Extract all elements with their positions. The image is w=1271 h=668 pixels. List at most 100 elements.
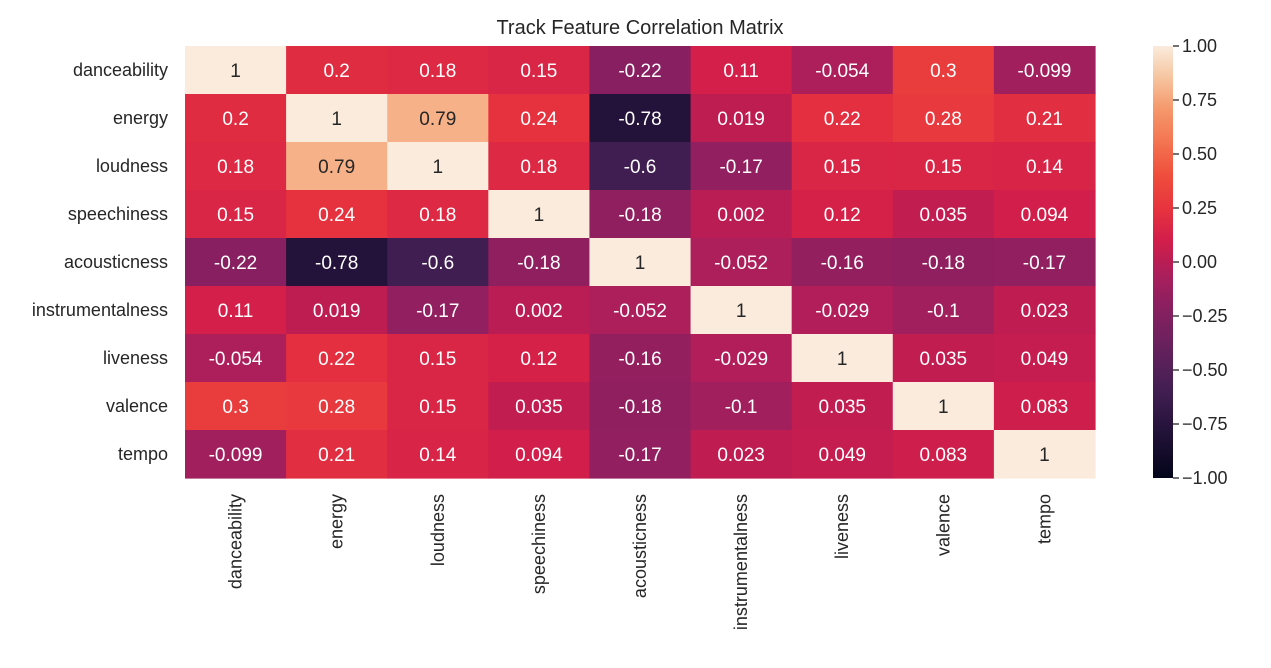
heatmap-cell (589, 382, 692, 431)
y-axis-tick-labels: danceability energy loudness speechiness aco… (32, 60, 168, 464)
cell-value-label: 0.14 (419, 445, 456, 466)
heatmap-cell (892, 430, 995, 479)
y-tick-label: speechiness (68, 204, 168, 224)
colorbar-gradient (1153, 46, 1173, 478)
colorbar-ticks: 1.00 0.75 0.50 0.25 0.00 −0.25 −0.50 −0.75 −1.00 (1173, 36, 1228, 488)
cell-value-label: 0.22 (824, 109, 861, 130)
cell-value-label: 0.21 (1026, 109, 1063, 130)
y-tick-label: danceability (73, 60, 168, 80)
heatmap-cell (185, 286, 287, 335)
heatmap-cell (589, 334, 692, 383)
cell-value-label: -0.029 (815, 301, 869, 322)
heatmap-cell (387, 238, 489, 287)
cell-value-label: -0.1 (927, 301, 960, 322)
heatmap-cell (185, 430, 287, 479)
cell-value-label: 0.18 (217, 157, 254, 178)
heatmap-cell (690, 286, 793, 335)
heatmap-cell (488, 334, 591, 383)
heatmap-cell (387, 334, 489, 383)
heatmap-cell (892, 190, 995, 239)
cell-value-label: -0.6 (624, 157, 657, 178)
cell-value-label: 0.79 (318, 157, 355, 178)
cell-value-label: 0.18 (419, 61, 456, 82)
heatmap-cell (286, 286, 388, 335)
cell-value-label: 1 (1039, 445, 1050, 466)
cell-value-label: 0.019 (717, 109, 765, 130)
heatmap-cell (993, 238, 1096, 287)
heatmap-cell (488, 238, 591, 287)
x-tick-label: tempo (1034, 494, 1054, 544)
heatmap-cell (993, 334, 1096, 383)
cell-value-label: 0.15 (520, 61, 557, 82)
cell-value-label: 1 (432, 157, 443, 178)
heatmap-cell (993, 94, 1096, 143)
heatmap-cell (286, 142, 388, 191)
cell-value-label: -0.054 (209, 349, 263, 370)
cell-value-label: -0.099 (209, 445, 263, 466)
heatmap-cell (286, 46, 388, 95)
cell-value-label: 1 (837, 349, 848, 370)
heatmap-cell (690, 142, 793, 191)
cell-value-label: 0.035 (920, 205, 968, 226)
cell-value-label: 0.094 (515, 445, 563, 466)
heatmap-cell (791, 142, 894, 191)
heatmap-cell (791, 334, 894, 383)
chart-title: Track Feature Correlation Matrix (496, 17, 783, 39)
cell-value-label: 0.15 (419, 349, 456, 370)
heatmap-cell (387, 286, 489, 335)
cell-value-label: 0.21 (318, 445, 355, 466)
x-axis-tick-labels: danceability energy loudness speechiness aco… (226, 494, 1055, 630)
heatmap-cell (286, 94, 388, 143)
heatmap-cell (387, 46, 489, 95)
heatmap-cell (690, 430, 793, 479)
y-tick-label: acousticness (64, 252, 168, 272)
heatmap-cell (286, 238, 388, 287)
x-tick-label: danceability (226, 494, 246, 589)
cell-value-label: 0.002 (717, 205, 765, 226)
cell-value-label: -0.1 (725, 397, 758, 418)
heatmap-cell (488, 430, 591, 479)
cell-value-label: 0.002 (515, 301, 563, 322)
heatmap-cell (892, 238, 995, 287)
cell-value-label: -0.78 (315, 253, 358, 274)
cell-value-label: 1 (331, 109, 342, 130)
cell-value-label: 0.14 (1026, 157, 1063, 178)
colorbar-tick-label: 0.25 (1182, 198, 1217, 218)
cell-value-label: 1 (938, 397, 949, 418)
cell-value-label: -0.18 (618, 205, 661, 226)
x-tick-label: loudness (428, 494, 448, 566)
heatmap-cell (185, 142, 287, 191)
heatmap-cell (185, 190, 287, 239)
x-tick-label: speechiness (529, 494, 549, 594)
colorbar-tick-label: −0.25 (1182, 306, 1228, 326)
heatmap-cell (993, 430, 1096, 479)
x-tick-label: valence (933, 494, 953, 556)
cell-value-label: 0.035 (515, 397, 563, 418)
cell-value-label: 0.79 (419, 109, 456, 130)
heatmap-cell (589, 142, 692, 191)
cell-value-label: 0.28 (925, 109, 962, 130)
heatmap-cell (286, 190, 388, 239)
heatmap-cell (690, 190, 793, 239)
heatmap-cell (488, 142, 591, 191)
heatmap-cell (488, 190, 591, 239)
heatmap-cell (387, 94, 489, 143)
cell-value-label: -0.17 (719, 157, 762, 178)
heatmap-cell (690, 238, 793, 287)
cell-value-label: -0.22 (618, 61, 661, 82)
cell-value-label: 0.11 (723, 61, 759, 82)
heatmap-cell (892, 334, 995, 383)
heatmap-cell (185, 238, 287, 287)
cell-value-label: 0.28 (318, 397, 355, 418)
cell-value-label: -0.054 (815, 61, 869, 82)
heatmap-cell (892, 46, 995, 95)
cell-value-label: -0.029 (714, 349, 768, 370)
cell-value-label: 0.22 (318, 349, 355, 370)
cell-value-label: 0.15 (824, 157, 861, 178)
cell-value-label: -0.22 (214, 253, 257, 274)
cell-value-label: -0.17 (618, 445, 661, 466)
x-tick-label: acousticness (630, 494, 650, 598)
heatmap-cell (690, 94, 793, 143)
heatmap-cell (589, 238, 692, 287)
